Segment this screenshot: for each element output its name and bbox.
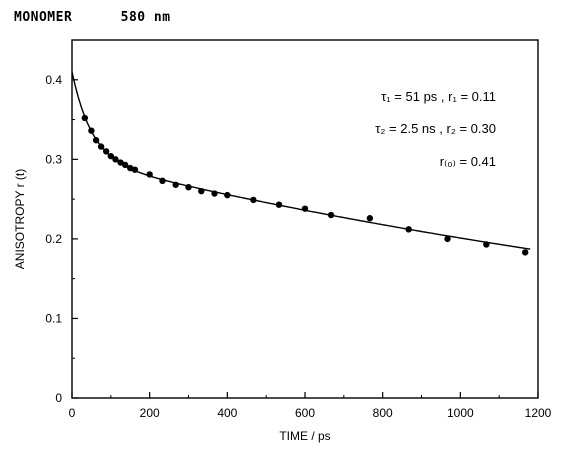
x-tick-label: 1200 bbox=[525, 406, 552, 420]
x-tick-label: 800 bbox=[373, 406, 393, 420]
header-sample-label: MONOMER bbox=[14, 10, 73, 25]
chart-header: MONOMER 580 nm bbox=[14, 10, 211, 25]
data-point bbox=[131, 166, 139, 173]
x-tick-label: 200 bbox=[140, 406, 160, 420]
annotation-tau1: τ₁ = 51 ps , r₁ = 0.11 bbox=[381, 89, 496, 104]
data-point bbox=[102, 148, 110, 155]
data-point bbox=[301, 205, 309, 212]
data-point bbox=[185, 183, 192, 191]
data-point bbox=[250, 196, 257, 204]
data-point bbox=[224, 191, 231, 199]
y-tick-label: 0.3 bbox=[45, 152, 62, 166]
data-point bbox=[327, 211, 335, 219]
data-point bbox=[444, 235, 451, 243]
data-point bbox=[483, 241, 490, 248]
y-tick-label: 0.1 bbox=[45, 311, 62, 325]
data-point bbox=[275, 201, 283, 208]
x-axis-ticks: 0 200 400 600 800 1000 1200 bbox=[69, 392, 552, 420]
data-point bbox=[146, 171, 153, 178]
data-point bbox=[172, 181, 179, 188]
x-tick-label: 1000 bbox=[447, 406, 474, 420]
data-point bbox=[107, 152, 115, 160]
y-tick-label: 0.2 bbox=[45, 232, 62, 246]
y-tick-label: 0 bbox=[55, 391, 62, 405]
data-point bbox=[92, 137, 100, 144]
data-point bbox=[88, 127, 95, 134]
x-tick-label: 0 bbox=[69, 406, 76, 420]
header-wavelength: 580 nm bbox=[120, 10, 171, 25]
data-point bbox=[211, 190, 218, 197]
x-axis-label: TIME / ps bbox=[279, 429, 330, 443]
data-point bbox=[122, 161, 129, 169]
data-point bbox=[198, 187, 205, 195]
y-axis-ticks: 0 0.1 0.2 0.3 0.4 bbox=[45, 73, 78, 405]
data-point bbox=[366, 215, 374, 222]
data-point bbox=[405, 226, 412, 233]
annotation-tau2: τ₂ = 2.5 ns , r₂ = 0.30 bbox=[375, 121, 496, 136]
x-tick-label: 400 bbox=[217, 406, 237, 420]
y-tick-label: 0.4 bbox=[45, 73, 62, 87]
data-point bbox=[521, 249, 529, 256]
x-tick-label: 600 bbox=[295, 406, 315, 420]
data-point bbox=[97, 143, 105, 150]
data-point bbox=[112, 156, 119, 163]
annotation-r0: r₍₀₎ = 0.41 bbox=[440, 154, 496, 169]
data-point bbox=[159, 177, 166, 185]
data-point bbox=[81, 114, 89, 122]
y-axis-label: ANISOTROPY r (t) bbox=[13, 169, 27, 269]
data-points bbox=[81, 114, 529, 256]
